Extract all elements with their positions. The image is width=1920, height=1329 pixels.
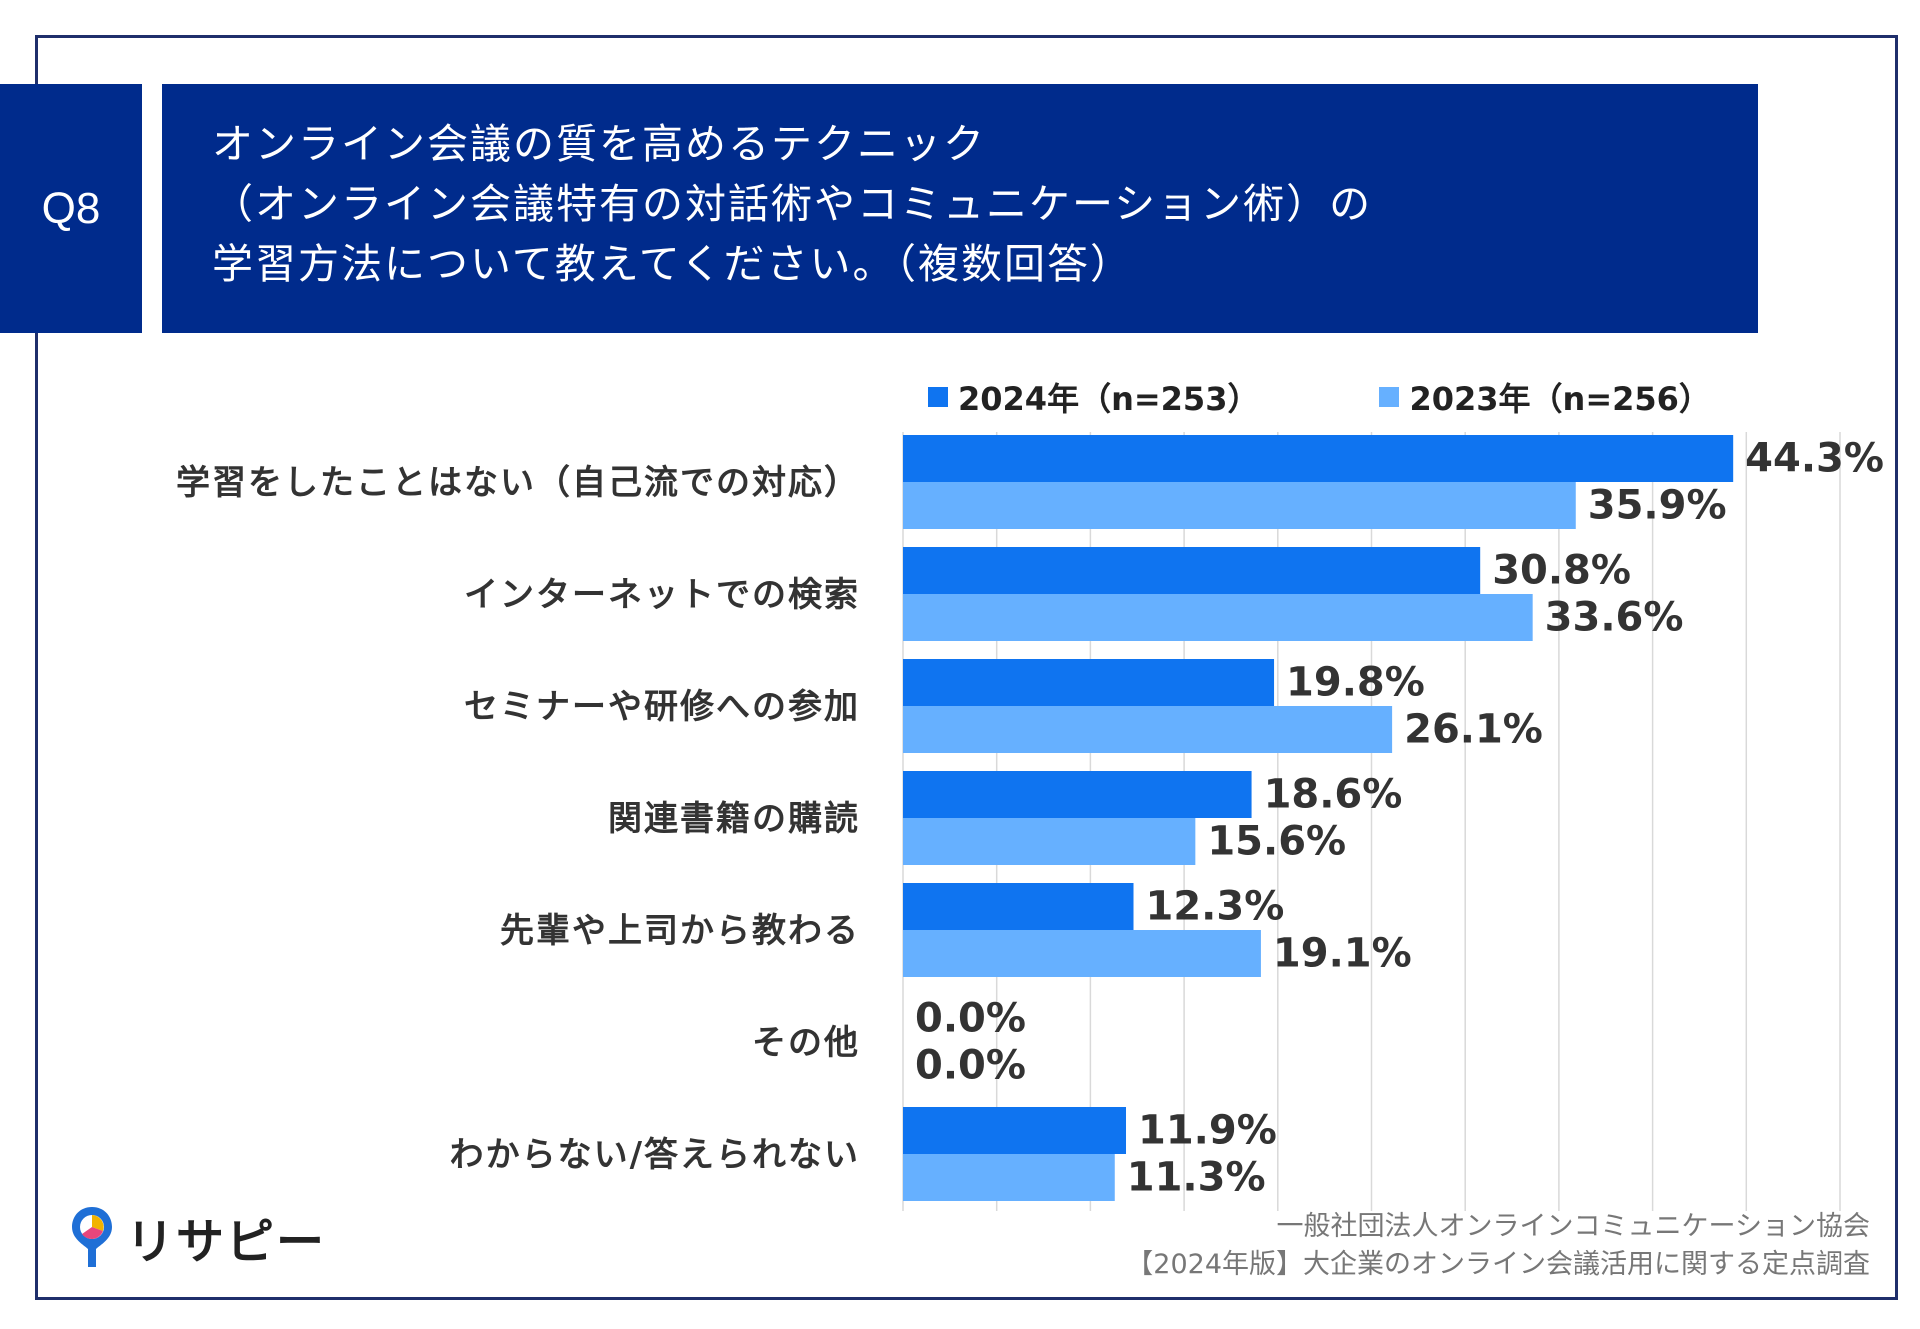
- bar-2023: [903, 706, 1393, 753]
- bar-2024: [903, 659, 1275, 706]
- category-label: 先輩や上司から教わる: [500, 911, 860, 951]
- title-line-1: オンライン会議の質を高めるテクニック: [212, 120, 986, 168]
- data-label: 35.9%: [1588, 483, 1727, 529]
- data-label: 11.3%: [1127, 1155, 1266, 1201]
- data-label: 19.1%: [1273, 931, 1412, 977]
- legend-swatch-2024: [928, 387, 948, 407]
- data-label: 0.0%: [915, 996, 1026, 1042]
- legend-item-2024: 2024年（n=253）: [928, 374, 1259, 420]
- chart-legend: 2024年（n=253） 2023年（n=256）: [928, 374, 1711, 420]
- category-label: セミナーや研修への参加: [464, 687, 860, 727]
- data-label: 0.0%: [915, 1043, 1026, 1089]
- bar-2023: [903, 930, 1261, 977]
- outer-frame: [35, 35, 1898, 1300]
- legend-item-2023: 2023年（n=256）: [1379, 374, 1711, 420]
- data-label: 12.3%: [1146, 884, 1285, 930]
- data-label: 19.8%: [1286, 660, 1425, 706]
- source-footer: 一般社団法人オンラインコミュニケーション協会 【2024年版】大企業のオンライン…: [1126, 1208, 1870, 1284]
- data-label: 33.6%: [1545, 595, 1684, 641]
- logo-text: リサピー: [126, 1214, 327, 1270]
- legend-swatch-2023: [1379, 387, 1400, 407]
- category-label: わからない/答えられない: [450, 1135, 860, 1175]
- bar-2023: [903, 1154, 1115, 1201]
- source-org: 一般社団法人オンラインコミュニケーション協会: [1276, 1211, 1870, 1242]
- data-label: 26.1%: [1404, 707, 1543, 753]
- question-badge: Q8: [0, 84, 142, 333]
- brand-logo: リサピー: [70, 1202, 326, 1272]
- category-label: インターネットでの検索: [464, 575, 860, 615]
- question-title: オンライン会議の質を高めるテクニック （オンライン会議特有の対話術やコミュニケー…: [162, 84, 1758, 333]
- question-number: Q8: [41, 183, 101, 233]
- title-line-2: （オンライン会議特有の対話術やコミュニケーション術）の: [212, 180, 1373, 228]
- bar-2024: [903, 1107, 1127, 1154]
- source-survey: 【2024年版】大企業のオンライン会議活用に関する定点調査: [1126, 1249, 1870, 1280]
- bar-2023: [903, 482, 1576, 529]
- legend-label-2023: 2023年（n=256）: [1409, 380, 1711, 418]
- bar-2024: [903, 883, 1134, 930]
- data-label: 18.6%: [1264, 772, 1403, 818]
- bar-2023: [903, 818, 1196, 865]
- bar-2024: [903, 771, 1252, 818]
- data-label: 44.3%: [1745, 436, 1884, 482]
- data-label: 30.8%: [1492, 548, 1631, 594]
- bar-2023: [903, 594, 1533, 641]
- category-label: その他: [752, 1023, 860, 1063]
- category-label: 関連書籍の購読: [608, 799, 860, 839]
- pin-icon: [72, 1207, 112, 1267]
- category-label: 学習をしたことはない（自己流での対応）: [176, 463, 860, 503]
- bar-2024: [903, 547, 1481, 594]
- data-label: 11.9%: [1138, 1108, 1277, 1154]
- legend-label-2024: 2024年（n=253）: [958, 380, 1260, 418]
- bar-2024: [903, 435, 1734, 482]
- data-label: 15.6%: [1207, 819, 1346, 865]
- title-line-3: 学習方法について教えてください。（複数回答）: [212, 240, 1133, 288]
